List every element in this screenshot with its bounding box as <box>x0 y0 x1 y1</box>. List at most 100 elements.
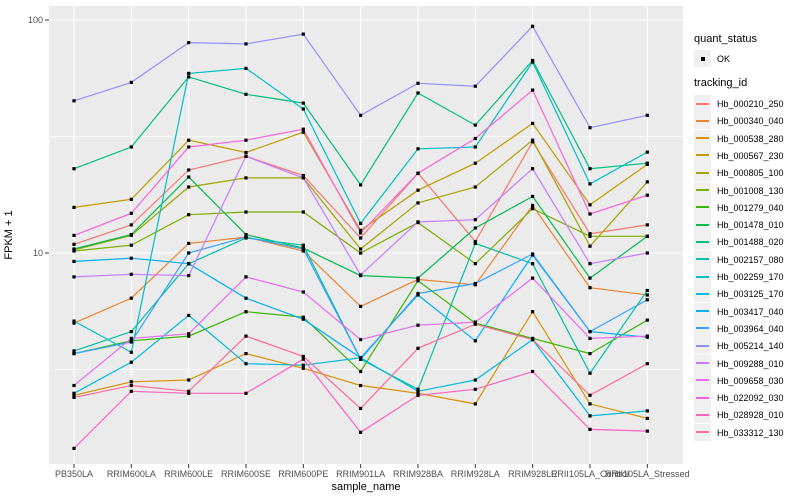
data-point <box>244 42 248 46</box>
data-point <box>588 414 592 418</box>
data-point <box>473 84 477 88</box>
data-point <box>588 286 592 290</box>
data-point <box>359 236 363 240</box>
data-point <box>588 352 592 356</box>
data-point <box>531 138 535 142</box>
data-point <box>645 362 649 366</box>
data-point <box>531 310 535 314</box>
data-point <box>187 378 191 382</box>
data-point <box>301 249 305 253</box>
data-point <box>72 242 76 246</box>
data-point <box>187 213 191 217</box>
data-point <box>244 138 248 142</box>
data-point <box>473 322 477 326</box>
data-point <box>72 247 76 251</box>
data-point <box>129 80 133 84</box>
data-point <box>588 427 592 431</box>
data-point <box>301 32 305 36</box>
x-tick-label: RRIM600SE <box>221 469 271 479</box>
data-point <box>72 249 76 253</box>
data-point <box>645 113 649 117</box>
data-point <box>416 393 420 397</box>
data-point <box>301 173 305 178</box>
data-point <box>359 113 363 117</box>
data-point <box>531 194 535 198</box>
data-point <box>359 430 363 434</box>
data-point <box>473 185 477 189</box>
data-point <box>187 241 191 245</box>
data-point <box>645 193 649 197</box>
y-axis-title: FPKM + 1 <box>3 210 15 259</box>
data-point <box>531 276 535 280</box>
data-point <box>244 296 248 300</box>
data-point <box>301 357 305 361</box>
x-tick-label: RRIM600LA <box>107 469 156 479</box>
data-point <box>187 334 191 338</box>
data-point <box>187 332 191 336</box>
data-point <box>473 241 477 245</box>
data-point <box>359 183 363 187</box>
data-point <box>359 228 363 232</box>
data-point <box>531 60 535 64</box>
data-point <box>129 272 133 276</box>
data-point <box>359 231 363 235</box>
data-point <box>301 210 305 214</box>
data-point <box>416 323 420 327</box>
data-point <box>187 391 191 395</box>
data-point <box>244 233 248 237</box>
data-point <box>645 288 649 293</box>
data-point <box>301 317 305 321</box>
data-point <box>72 275 76 279</box>
data-point <box>129 243 133 247</box>
data-point <box>531 167 535 171</box>
data-point <box>416 188 420 192</box>
x-tick-label: RRIM600LE <box>164 469 213 479</box>
data-point <box>129 211 133 215</box>
data-point <box>531 121 535 125</box>
data-point <box>416 391 420 395</box>
data-point <box>129 223 133 227</box>
data-point <box>244 154 248 158</box>
data-point <box>301 127 305 131</box>
data-point <box>301 354 305 358</box>
data-point <box>531 203 535 207</box>
data-point <box>72 167 76 171</box>
data-point <box>129 197 133 201</box>
data-point <box>645 251 649 255</box>
data-point <box>473 339 477 343</box>
data-point <box>473 226 477 230</box>
data-point <box>72 395 76 399</box>
data-point <box>588 232 592 236</box>
data-point <box>244 66 248 70</box>
data-point <box>301 366 305 370</box>
data-point <box>416 291 420 296</box>
data-point <box>645 223 649 227</box>
y-tick-label: 10 <box>33 248 43 258</box>
data-point <box>244 334 248 338</box>
data-point <box>301 315 305 319</box>
data-point <box>187 168 191 172</box>
x-tick-label: RRIM901LA <box>336 469 385 479</box>
data-point <box>645 429 649 433</box>
data-point <box>473 281 477 286</box>
data-point <box>129 233 133 237</box>
data-point <box>301 107 305 111</box>
data-point <box>301 290 305 294</box>
data-point <box>588 336 592 340</box>
data-point <box>473 387 477 391</box>
data-point <box>473 145 477 149</box>
data-point <box>244 275 248 279</box>
data-point <box>645 416 649 420</box>
data-point <box>72 352 76 356</box>
data-point <box>244 391 248 395</box>
data-point <box>473 161 477 165</box>
data-point <box>645 150 649 154</box>
data-point <box>416 81 420 85</box>
data-point <box>416 279 420 283</box>
x-axis-title: sample_name <box>331 481 400 493</box>
data-point <box>129 380 133 384</box>
data-point <box>473 378 477 382</box>
data-point <box>531 88 535 92</box>
data-point <box>416 171 420 175</box>
